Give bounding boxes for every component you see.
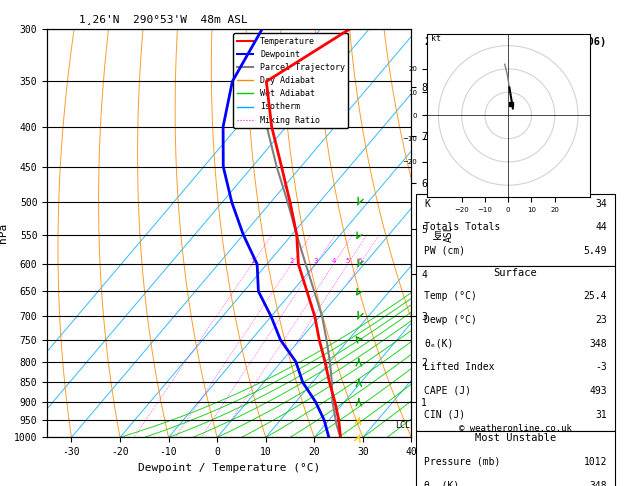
Text: 4: 4 bbox=[331, 258, 336, 264]
Y-axis label: hPa: hPa bbox=[0, 223, 8, 243]
Text: 1: 1 bbox=[250, 258, 254, 264]
Text: 34: 34 bbox=[595, 199, 607, 208]
Text: 23: 23 bbox=[595, 315, 607, 325]
Text: 5.49: 5.49 bbox=[584, 246, 607, 256]
Y-axis label: km
ASL: km ASL bbox=[433, 225, 454, 242]
Text: 348: 348 bbox=[589, 481, 607, 486]
Text: Lifted Index: Lifted Index bbox=[424, 362, 494, 372]
Text: -3: -3 bbox=[595, 362, 607, 372]
Text: 493: 493 bbox=[589, 386, 607, 396]
Legend: Temperature, Dewpoint, Parcel Trajectory, Dry Adiabat, Wet Adiabat, Isotherm, Mi: Temperature, Dewpoint, Parcel Trajectory… bbox=[233, 34, 348, 128]
Text: 5: 5 bbox=[345, 258, 350, 264]
Text: PW (cm): PW (cm) bbox=[424, 246, 465, 256]
Text: Temp (°C): Temp (°C) bbox=[424, 291, 477, 301]
Text: θₑ (K): θₑ (K) bbox=[424, 481, 459, 486]
Text: 31: 31 bbox=[595, 410, 607, 419]
Text: K: K bbox=[424, 199, 430, 208]
Text: 348: 348 bbox=[589, 339, 607, 348]
Text: 6: 6 bbox=[357, 258, 362, 264]
Text: Totals Totals: Totals Totals bbox=[424, 222, 500, 232]
Text: 25.4: 25.4 bbox=[584, 291, 607, 301]
Bar bbox=[416, 265, 615, 431]
Text: θₑ(K): θₑ(K) bbox=[424, 339, 454, 348]
Text: 1012: 1012 bbox=[584, 457, 607, 467]
Text: Surface: Surface bbox=[494, 268, 537, 278]
Text: LCL: LCL bbox=[395, 421, 410, 430]
Text: kt: kt bbox=[431, 34, 442, 43]
Text: 44: 44 bbox=[595, 222, 607, 232]
X-axis label: Dewpoint / Temperature (°C): Dewpoint / Temperature (°C) bbox=[138, 463, 320, 473]
Text: 28.05.2024  06GMT  (Base: 06): 28.05.2024 06GMT (Base: 06) bbox=[425, 37, 606, 47]
Text: 3: 3 bbox=[313, 258, 318, 264]
Text: Pressure (mb): Pressure (mb) bbox=[424, 457, 500, 467]
Text: Most Unstable: Most Unstable bbox=[475, 434, 556, 443]
Text: CAPE (J): CAPE (J) bbox=[424, 386, 471, 396]
Bar bbox=[416, 194, 615, 265]
Text: Mixing Ratio (g/kg): Mixing Ratio (g/kg) bbox=[443, 186, 452, 281]
Text: 1¸26'N  290°53'W  48m ASL: 1¸26'N 290°53'W 48m ASL bbox=[79, 15, 248, 25]
Text: © weatheronline.co.uk: © weatheronline.co.uk bbox=[459, 424, 572, 434]
Text: Dewp (°C): Dewp (°C) bbox=[424, 315, 477, 325]
Bar bbox=[416, 431, 615, 486]
Text: 2: 2 bbox=[289, 258, 294, 264]
Text: CIN (J): CIN (J) bbox=[424, 410, 465, 419]
